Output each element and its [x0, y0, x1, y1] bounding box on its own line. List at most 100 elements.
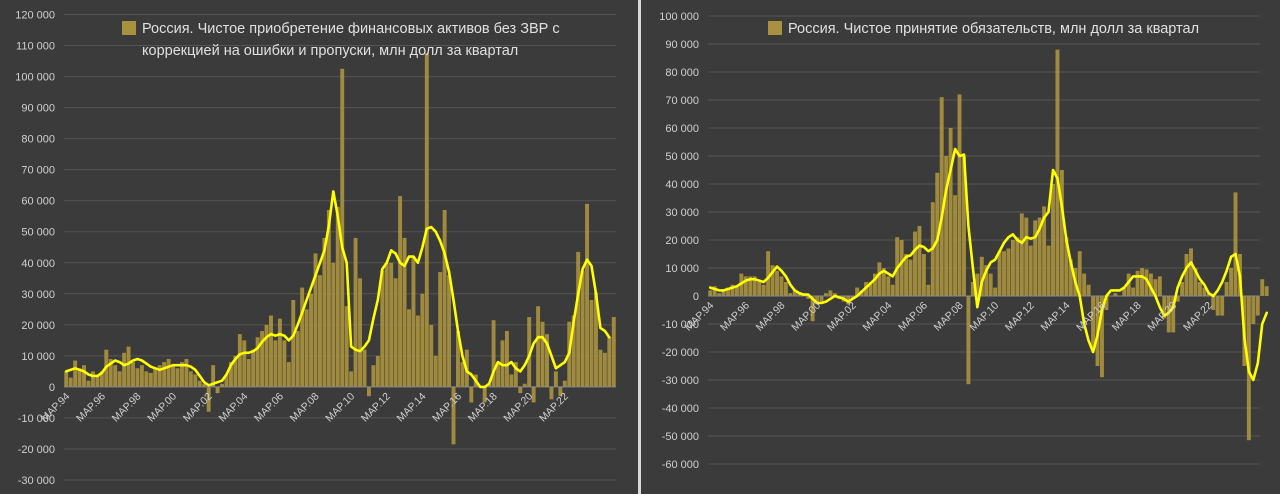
- bar: [442, 210, 447, 387]
- bar: [549, 386, 554, 400]
- y-tick-label: 30 000: [665, 207, 699, 219]
- bar: [513, 362, 518, 387]
- bar: [562, 380, 567, 387]
- y-tick-label: -30 000: [18, 475, 55, 487]
- bar: [371, 365, 376, 387]
- bar: [988, 273, 993, 296]
- x-tick-label: MAP.98: [754, 300, 788, 334]
- bar: [282, 340, 287, 387]
- bar: [184, 358, 189, 387]
- bar: [148, 372, 153, 387]
- bar: [433, 355, 438, 387]
- bar: [224, 374, 229, 387]
- y-tick-label: -30 000: [662, 375, 699, 387]
- y-tick-label: -10 000: [662, 319, 699, 331]
- bar: [717, 293, 722, 296]
- bar: [766, 251, 771, 296]
- x-tick-label: MAP.06: [896, 300, 930, 334]
- bar: [375, 355, 380, 387]
- bar: [366, 386, 371, 397]
- bar: [1010, 240, 1015, 296]
- bar: [607, 337, 612, 387]
- bar: [1153, 279, 1158, 296]
- bar: [970, 282, 975, 296]
- bar: [340, 68, 345, 387]
- bar: [1104, 296, 1109, 310]
- bar: [1180, 282, 1185, 296]
- y-tick-label: 60 000: [665, 123, 699, 135]
- bar: [752, 276, 757, 296]
- bar: [95, 374, 100, 387]
- bar: [1184, 254, 1189, 296]
- bar: [743, 276, 748, 296]
- bar: [509, 374, 514, 387]
- bar: [531, 386, 536, 403]
- y-tick-label: 70 000: [21, 165, 55, 177]
- bar: [1082, 273, 1087, 296]
- bar: [90, 371, 95, 387]
- y-tick-label: -60 000: [662, 459, 699, 471]
- bar: [193, 374, 198, 387]
- bar: [1140, 268, 1144, 296]
- x-tick-label: MAP.94: [38, 390, 72, 424]
- x-axis-ticks: MAP.94 MAP.96 MAP.98 MAP.00 MAP.02 MAP.04 MAP.…: [38, 390, 571, 424]
- bar: [921, 254, 926, 296]
- bar: [1019, 213, 1024, 296]
- bar: [1224, 282, 1229, 296]
- bar: [1126, 273, 1131, 296]
- y-tick-label: 0: [49, 382, 55, 394]
- bar: [708, 290, 713, 296]
- bar: [957, 94, 962, 297]
- bar: [993, 287, 998, 296]
- x-tick-label: MAP.00: [145, 390, 179, 424]
- bar: [1197, 282, 1202, 296]
- bar: [585, 203, 590, 387]
- bar: [966, 296, 971, 385]
- bar: [1122, 287, 1127, 296]
- bar: [491, 320, 496, 387]
- y-tick-label: 20 000: [21, 320, 55, 332]
- bar: [1046, 245, 1051, 296]
- bar: [527, 317, 532, 387]
- bar: [1033, 220, 1038, 296]
- bar: [451, 386, 456, 445]
- bar: [536, 306, 541, 387]
- bar: [353, 237, 358, 387]
- bar: [309, 293, 314, 387]
- bar: [175, 368, 180, 387]
- bar: [779, 276, 784, 296]
- y-tick-label: 70 000: [665, 95, 699, 107]
- bar: [939, 97, 944, 296]
- bar: [122, 352, 127, 387]
- bar: [558, 386, 563, 397]
- x-tick-label: MAP.00: [789, 300, 823, 334]
- y-tick-label: 90 000: [665, 39, 699, 51]
- bar: [1229, 268, 1234, 296]
- bar: [331, 262, 336, 387]
- bar: [411, 256, 416, 387]
- bar: [553, 371, 558, 387]
- bar: [792, 290, 797, 296]
- bar: [251, 349, 256, 387]
- bar: [1024, 217, 1029, 296]
- y-tick-label: -20 000: [662, 347, 699, 359]
- bar: [393, 278, 398, 387]
- bar: [734, 286, 739, 296]
- x-tick-label: MAP.12: [1003, 300, 1037, 334]
- bar: [384, 262, 389, 387]
- x-tick-label: MAP.98: [110, 390, 144, 424]
- y-gridlines: [64, 14, 616, 481]
- bar: [291, 300, 296, 387]
- trend-line: [708, 147, 1269, 382]
- x-axis-ticks: MAP.94 MAP.96 MAP.98 MAP.00 MAP.02 MAP.04 MAP.…: [682, 300, 1215, 334]
- bar: [447, 275, 452, 387]
- bar: [482, 386, 487, 403]
- bar: [1051, 184, 1055, 296]
- bar: [886, 276, 891, 296]
- bar: [86, 380, 91, 387]
- bar: [1189, 248, 1193, 296]
- bar: [1233, 192, 1238, 296]
- x-tick-label: MAP.14: [395, 390, 429, 424]
- bar: [806, 296, 811, 299]
- legend: Россия. Чистое приобретение финансовых а…: [122, 21, 560, 59]
